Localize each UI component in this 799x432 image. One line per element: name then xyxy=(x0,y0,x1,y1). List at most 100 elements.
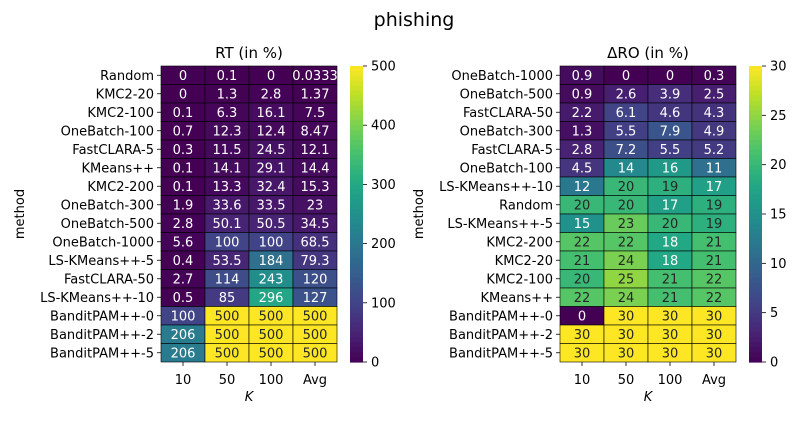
dro-colorbar-segment xyxy=(749,317,762,324)
rt-cell-label: 100 xyxy=(259,235,284,250)
rt-colorbar-segment xyxy=(350,204,363,210)
rt-colorbar-segment xyxy=(350,209,363,215)
dro-colorbar-segment xyxy=(749,263,762,269)
dro-colorbar-segment xyxy=(749,95,762,102)
rt-cell-label: 14.4 xyxy=(301,161,330,176)
dro-row-label: LS-KMeans++-5 xyxy=(447,217,553,232)
rt-cell-label: 0.7 xyxy=(173,124,194,139)
dro-cell-label: 22 xyxy=(574,291,591,306)
rt-cell-label: 500 xyxy=(259,328,284,343)
rt-cell-label: 68.5 xyxy=(301,235,330,250)
rt-colorbar-tick-label: 200 xyxy=(371,237,396,252)
dro-col-label: 10 xyxy=(574,373,591,388)
rt-colorbar-segment xyxy=(350,130,363,136)
rt-colorbar-segment xyxy=(350,233,363,240)
dro-cell-label: 18 xyxy=(662,235,679,250)
dro-colorbar-segment xyxy=(749,268,762,274)
rt-cell-label: 12.1 xyxy=(301,143,330,158)
dro-cell-label: 1.3 xyxy=(572,124,593,139)
dro-colorbar-segment xyxy=(749,278,762,284)
dro-colorbar-segment xyxy=(749,228,762,235)
rt-colorbar-segment xyxy=(350,312,363,319)
dro-cell-label: 7.2 xyxy=(616,143,637,158)
rt-title: RT (in %) xyxy=(215,44,283,62)
rt-cell-label: 500 xyxy=(215,328,240,343)
dro-cell-label: 0.9 xyxy=(572,87,593,102)
rt-row-label: KMC2-100 xyxy=(87,106,154,121)
rt-row-label: OneBatch-300 xyxy=(61,198,154,213)
dro-colorbar-segment xyxy=(749,288,762,294)
dro-cell-label: 21 xyxy=(662,291,679,306)
dro-cell-label: 24 xyxy=(618,291,635,306)
rt-cell-label: 243 xyxy=(259,272,284,287)
dro-colorbar-segment xyxy=(749,204,762,210)
rt-cell-label: 50.5 xyxy=(257,217,286,232)
dro-row-label: LS-KMeans++-10 xyxy=(439,180,553,195)
dro-colorbar-segment xyxy=(749,283,762,289)
dro-colorbar-tick-label: 10 xyxy=(770,257,787,272)
dro-ylabel: method xyxy=(412,189,427,239)
dro-row-label: KMC2-200 xyxy=(486,235,553,250)
rt-colorbar-segment xyxy=(350,332,363,338)
dro-colorbar-segment xyxy=(749,154,762,161)
rt-cell-label: 0.1 xyxy=(173,106,194,121)
dro-colorbar-segment xyxy=(749,164,762,171)
dro-cell-label: 0.3 xyxy=(704,69,725,84)
dro-cell-label: 7.9 xyxy=(660,124,681,139)
dro-colorbar-segment xyxy=(749,238,762,245)
dro-colorbar-segment xyxy=(749,199,762,205)
rt-colorbar-tick-label: 400 xyxy=(371,119,396,134)
rt-cell-label: 120 xyxy=(303,272,328,287)
rt-colorbar-segment xyxy=(350,297,363,304)
dro-colorbar-segment xyxy=(749,223,762,230)
figure-suptitle: phishing xyxy=(374,9,455,31)
rt-colorbar-segment xyxy=(350,164,363,171)
dro-colorbar-segment xyxy=(749,90,762,97)
dro-cell-label: 18 xyxy=(662,254,679,269)
rt-cell-label: 0.1 xyxy=(217,69,238,84)
dro-cell-label: 6.1 xyxy=(616,106,637,121)
dro-row-label: FastCLARA-5 xyxy=(471,143,553,158)
dro-colorbar-segment xyxy=(749,357,762,363)
rt-colorbar-segment xyxy=(350,95,363,102)
dro-colorbar-tick-label: 25 xyxy=(770,109,787,124)
rt-colorbar-segment xyxy=(350,105,363,111)
dro-colorbar-segment xyxy=(749,85,762,92)
dro-cell-label: 21 xyxy=(706,254,723,269)
rt-cell-label: 8.47 xyxy=(301,124,330,139)
rt-colorbar-tick-label: 300 xyxy=(371,178,396,193)
dro-colorbar-segment xyxy=(749,184,762,190)
rt-cell-label: 53.5 xyxy=(213,254,242,269)
rt-row-label: FastCLARA-50 xyxy=(64,272,154,287)
rt-row-label: KMC2-20 xyxy=(96,87,154,102)
rt-colorbar-segment xyxy=(350,253,363,259)
rt-colorbar-segment xyxy=(350,100,363,107)
rt-colorbar-segment xyxy=(350,90,363,97)
dro-cell-label: 20 xyxy=(618,198,635,213)
dro-colorbar-segment xyxy=(749,258,762,264)
rt-cell-label: 0.4 xyxy=(173,254,194,269)
dro-colorbar-segment xyxy=(749,75,762,82)
dro-col-label: 100 xyxy=(658,373,683,388)
dro-cell-label: 22 xyxy=(618,235,635,250)
dro-cell-label: 19 xyxy=(706,217,723,232)
dro-colorbar-segment xyxy=(749,327,762,333)
dro-colorbar-segment xyxy=(749,105,762,111)
rt-colorbar-tick-label: 100 xyxy=(371,296,396,311)
dro-col-label: 50 xyxy=(618,373,635,388)
rt-colorbar-segment xyxy=(350,189,363,195)
rt-row-label: KMeans++ xyxy=(81,161,154,176)
rt-colorbar-segment xyxy=(350,110,363,116)
dro-colorbar-tick-label: 0 xyxy=(770,356,778,371)
rt-cell-label: 206 xyxy=(171,346,196,361)
rt-col-label: 100 xyxy=(259,373,284,388)
dro-colorbar-segment xyxy=(749,115,762,121)
rt-colorbar-segment xyxy=(350,194,363,200)
dro-cell-label: 25 xyxy=(618,272,635,287)
rt-cell-label: 5.6 xyxy=(173,235,194,250)
rt-row-label: BanditPAM++-2 xyxy=(50,328,154,343)
dro-colorbar-segment xyxy=(749,174,762,181)
rt-row-label: LS-KMeans++-10 xyxy=(40,291,154,306)
rt-cell-label: 1.37 xyxy=(301,87,330,102)
